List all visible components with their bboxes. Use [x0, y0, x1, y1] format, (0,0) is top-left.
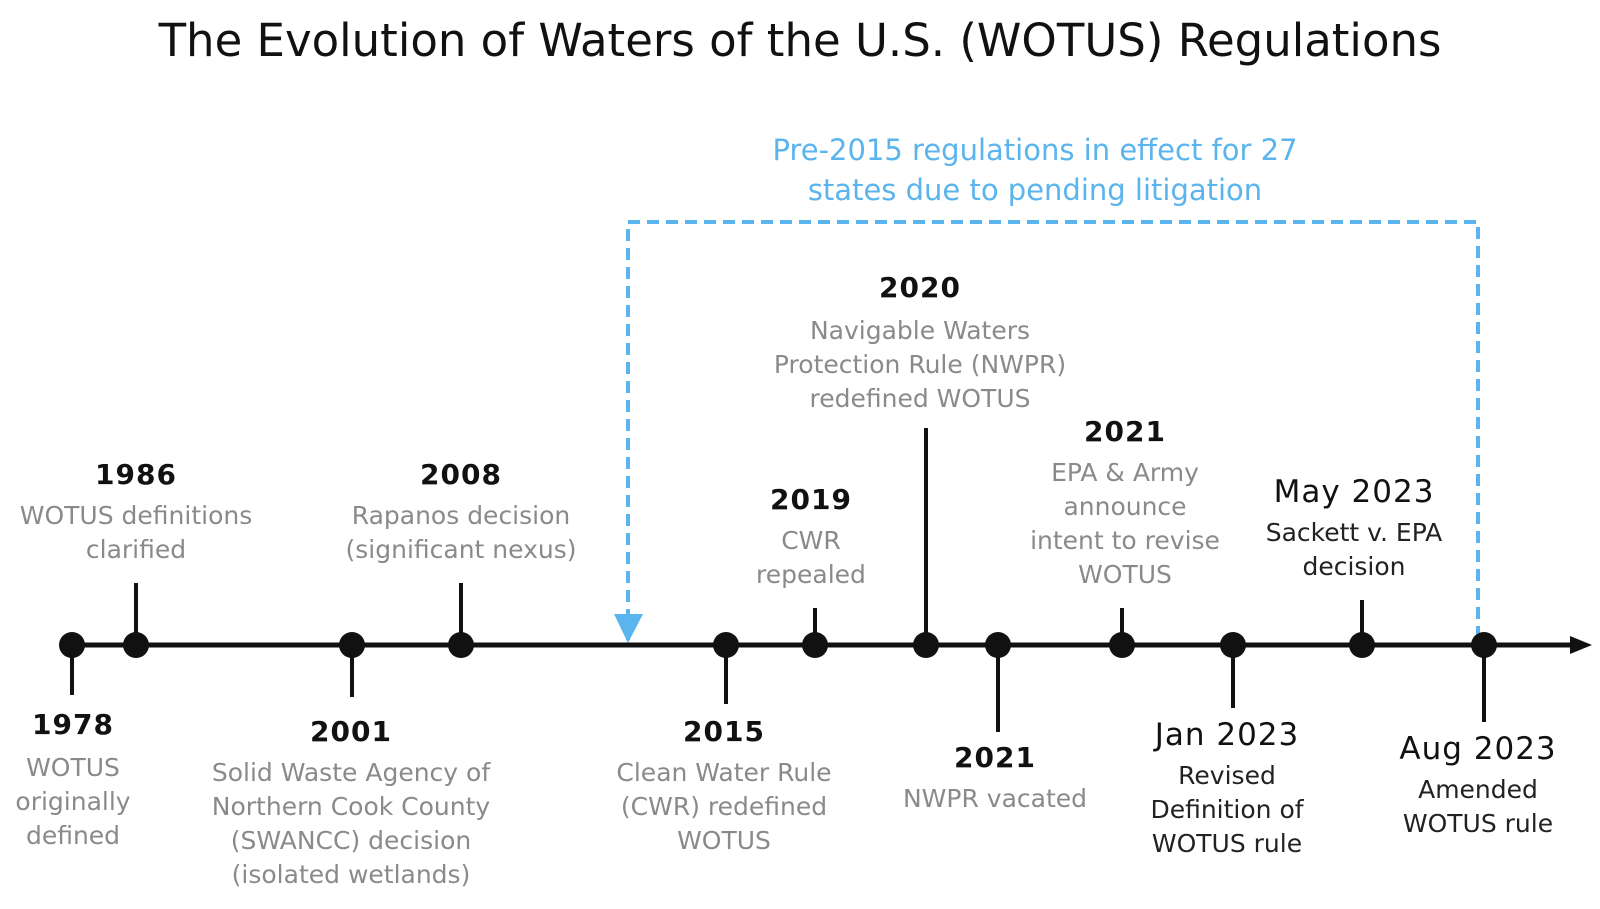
event-desc-line: WOTUS	[1078, 560, 1172, 589]
tick-2021-announce-dot	[1109, 632, 1135, 658]
event-desc-line: intent to revise	[1030, 526, 1220, 555]
event-desc-line: WOTUS	[26, 753, 120, 782]
range-bracket-arrowhead	[614, 614, 643, 643]
tick-2019-dot	[802, 632, 828, 658]
event-desc-line: CWR	[781, 526, 841, 555]
event-desc-line: Solid Waste Agency of	[211, 758, 491, 787]
event-year: May 2023	[1273, 474, 1435, 510]
event-year: 1986	[95, 458, 177, 491]
event-year: 2008	[420, 458, 502, 491]
event-year: 2021	[954, 741, 1036, 774]
event-1986: 1986 WOTUS definitions clarified	[6, 457, 266, 567]
event-desc-line: Rapanos decision	[351, 501, 571, 530]
tick-1986-dot	[123, 632, 149, 658]
event-jan-2023: Jan 2023 Revised Definition of WOTUS rul…	[1122, 717, 1332, 861]
event-year: 2019	[770, 483, 852, 516]
tick-2021-vacated-dot	[985, 632, 1011, 658]
tick-2020-dot	[913, 632, 939, 658]
event-year: 2021	[1084, 415, 1166, 448]
event-2001: 2001 Solid Waste Agency of Northern Cook…	[191, 714, 511, 892]
event-desc-line: EPA & Army	[1051, 458, 1199, 487]
event-desc-line: announce	[1063, 492, 1187, 521]
event-2021-vacated: 2021 NWPR vacated	[880, 740, 1110, 816]
event-desc-line: WOTUS	[677, 826, 771, 855]
event-desc-line: NWPR vacated	[902, 784, 1088, 813]
event-desc-line: (CWR) redefined	[620, 792, 828, 821]
range-annotation-line-1: Pre-2015 regulations in effect for 27	[772, 133, 1298, 167]
event-2015: 2015 Clean Water Rule (CWR) redefined WO…	[594, 714, 854, 858]
event-desc-line: decision	[1302, 552, 1406, 581]
event-desc-line: (isolated wetlands)	[231, 860, 471, 889]
event-desc-line: (significant nexus)	[345, 535, 577, 564]
event-desc-line: Northern Cook County	[211, 792, 491, 821]
event-desc-line: repealed	[756, 560, 866, 589]
event-desc-line: defined	[25, 821, 121, 850]
event-desc-line: WOTUS rule	[1402, 809, 1554, 838]
event-desc-line: (SWANCC) decision	[230, 826, 472, 855]
event-desc-line: originally	[15, 787, 131, 816]
timeline-dots	[59, 632, 1497, 658]
range-annotation-line-2: states due to pending litigation	[807, 173, 1263, 207]
event-2019: 2019 CWR repealed	[731, 482, 891, 592]
event-desc-line: Amended	[1418, 775, 1538, 804]
event-1978: 1978 WOTUS originally defined	[0, 707, 146, 853]
diagram-title: The Evolution of Waters of the U.S. (WOT…	[158, 14, 1442, 67]
event-aug-2023: Aug 2023 Amended WOTUS rule	[1368, 731, 1588, 841]
event-year: Jan 2023	[1154, 717, 1300, 753]
event-desc-line: WOTUS definitions	[19, 501, 253, 530]
event-desc-line: Clean Water Rule	[616, 758, 832, 787]
range-bracket	[626, 220, 1480, 640]
event-year: 2015	[683, 715, 765, 748]
event-desc-line: Definition of	[1150, 795, 1304, 824]
event-desc-line: Navigable Waters	[809, 316, 1031, 345]
event-year: 2001	[310, 715, 392, 748]
tick-2008-dot	[448, 632, 474, 658]
event-2020: 2020 Navigable Waters Protection Rule (N…	[750, 270, 1090, 416]
event-year: 1978	[32, 708, 114, 741]
event-desc-line: Protection Rule (NWPR)	[773, 350, 1067, 379]
event-year: Aug 2023	[1399, 731, 1557, 767]
timeline-axis-arrowhead	[1570, 636, 1592, 654]
event-2008: 2008 Rapanos decision (significant nexus…	[321, 457, 601, 567]
tick-1978-dot	[59, 632, 85, 658]
range-annotation: Pre-2015 regulations in effect for 27 st…	[735, 130, 1335, 210]
event-desc-line: WOTUS rule	[1151, 829, 1303, 858]
tick-jan-2023-dot	[1220, 632, 1246, 658]
event-desc-line: Sackett v. EPA	[1265, 518, 1443, 547]
event-desc-line: Revised	[1178, 761, 1276, 790]
tick-aug-2023-dot	[1471, 632, 1497, 658]
tick-2001-dot	[339, 632, 365, 658]
event-year: 2020	[879, 271, 961, 304]
event-desc-line: clarified	[85, 535, 187, 564]
event-2021-announce: 2021 EPA & Army announce intent to revis…	[1015, 414, 1235, 592]
event-desc-line: redefined WOTUS	[809, 384, 1031, 413]
tick-2015-dot	[713, 632, 739, 658]
tick-may-2023-dot	[1349, 632, 1375, 658]
event-may-2023: May 2023 Sackett v. EPA decision	[1234, 474, 1474, 584]
